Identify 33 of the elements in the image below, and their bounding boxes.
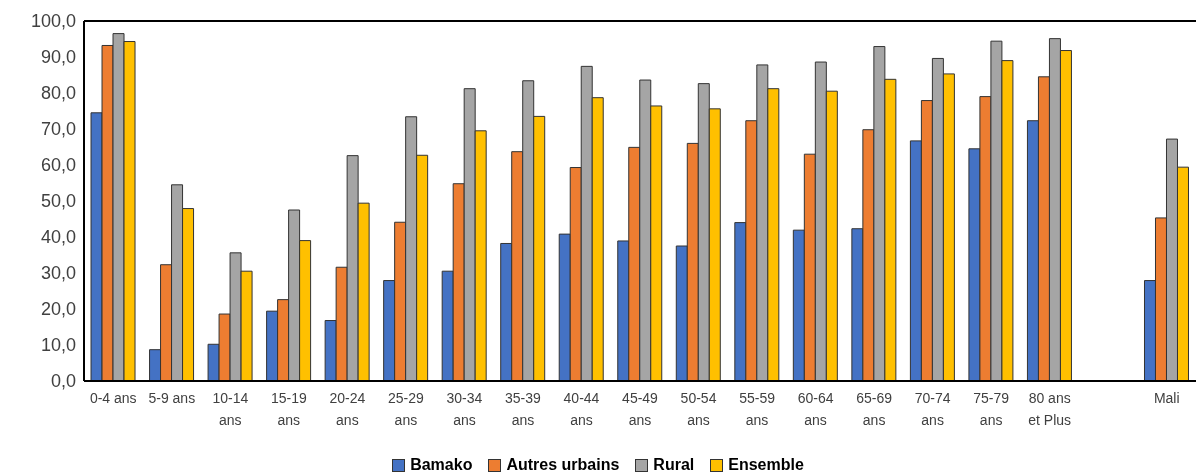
legend-label: Ensemble (727, 456, 804, 474)
y-tick-label: 50,0 (40, 191, 76, 212)
y-tick-label: 90,0 (40, 47, 76, 68)
legend-label: Autres urbains (505, 456, 620, 474)
x-tick-label: 45-49 ans (622, 390, 659, 428)
x-tick-label: 20-24 ans (329, 390, 366, 428)
x-tick-label: 60-64 ans (797, 390, 834, 428)
x-tick-label: 65-69 ans (856, 390, 893, 428)
legend-label: Bamako (409, 456, 473, 474)
x-tick-label: 30-34 ans (446, 390, 483, 428)
x-tick-label: 70-74 ans (914, 390, 951, 428)
x-tick-label: 35-39 ans (505, 390, 542, 428)
y-tick-label: 60,0 (40, 155, 76, 176)
y-tick-label: 20,0 (40, 299, 76, 320)
x-tick-label: Mali (1153, 390, 1180, 406)
x-tick-label: 25-29 ans (387, 390, 425, 428)
y-tick-label: 40,0 (40, 227, 76, 248)
x-tick-label: 5-9 ans (148, 390, 196, 406)
x-tick-label: 80 ans et Plus (1028, 390, 1072, 428)
legend-label: Rural (652, 456, 695, 474)
y-tick-label: 100,0 (30, 11, 76, 32)
y-tick-label: 0,0 (50, 371, 76, 392)
y-tick-label: 30,0 (40, 263, 76, 284)
x-tick-label: 75-79 ans (973, 390, 1010, 428)
x-tick-label: 55-59 ans (739, 390, 776, 428)
x-tick-label: 50-54 ans (680, 390, 717, 428)
x-tick-label: 10-14 ans (212, 390, 249, 428)
y-tick-label: 70,0 (40, 119, 76, 140)
x-tick-label: 40-44 ans (563, 390, 600, 428)
x-tick-label: 0-4 ans (89, 390, 137, 406)
y-tick-label: 10,0 (40, 335, 76, 356)
x-tick-label: 15-19 ans (270, 390, 307, 428)
y-tick-label: 80,0 (40, 83, 76, 104)
